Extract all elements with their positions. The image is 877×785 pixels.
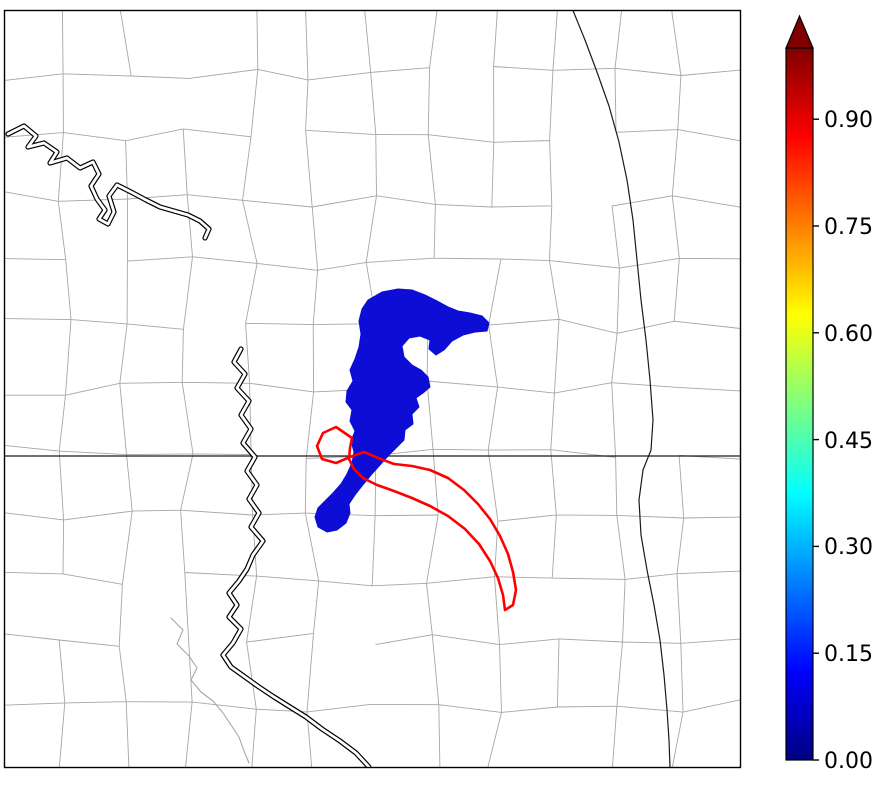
map-layers [4, 10, 741, 768]
probability-region [314, 288, 490, 533]
colorbar-over-arrow [785, 14, 814, 49]
colorbar-tick-label: 0.00 [824, 749, 873, 774]
colorbar-gradient [785, 47, 814, 761]
missouri-river-casing [220, 346, 372, 768]
county-boundary-lines [4, 10, 741, 768]
colorbar-tick-labels: 0.90 0.75 0.60 0.45 0.30 0.15 0.00 [824, 108, 873, 774]
county-boundaries [4, 10, 741, 768]
colorbar-tick-marks [813, 118, 819, 761]
colorbar-tick-label: 0.30 [824, 535, 873, 560]
observed-contour [315, 425, 518, 612]
missouri-river-core [221, 347, 371, 768]
colorbar-tick-label: 0.75 [824, 215, 873, 240]
colorbar-tick-label: 0.45 [824, 429, 873, 454]
colorbar-tick-label: 0.15 [824, 642, 873, 667]
map-frame [3, 9, 742, 769]
state-border-east [572, 10, 671, 768]
colorbar-tick-label: 0.90 [824, 108, 873, 133]
colorbar-tick-label: 0.60 [824, 322, 873, 347]
lake-river-core [6, 124, 211, 240]
colorbar: 0.90 0.75 0.60 0.45 0.30 0.15 0.00 [785, 14, 873, 774]
stream-line [170, 617, 250, 764]
rivers [5, 123, 372, 768]
